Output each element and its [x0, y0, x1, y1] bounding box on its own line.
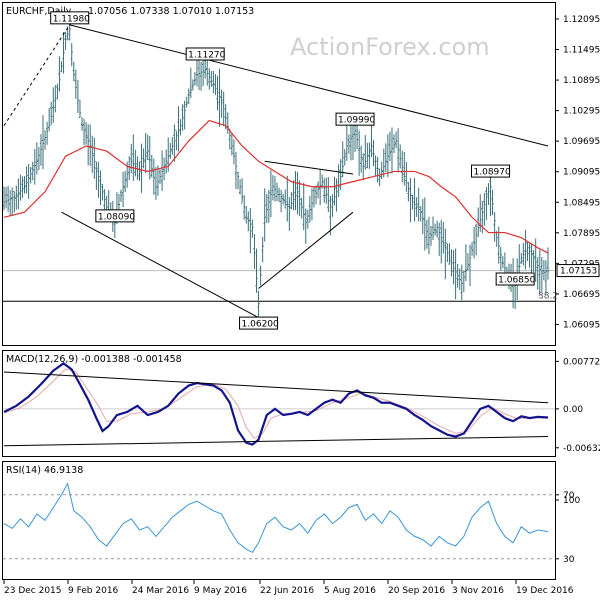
macd-title: MACD(12,26,9) -0.001388 -0.001458: [6, 354, 182, 365]
last-price-box: [556, 264, 600, 278]
annotation-label: 1.11270: [188, 50, 225, 60]
annotation-box: [495, 272, 535, 286]
trendline: [61, 211, 272, 325]
price-y-tick-label: 1.11495: [563, 46, 600, 56]
price-y-tick-label: 1.09095: [563, 168, 600, 178]
trendline: [264, 160, 354, 175]
trendline: [69, 24, 549, 147]
annotation-label: 1.08970: [474, 168, 511, 178]
annotation-label: 1.08090: [98, 212, 135, 222]
x-axis-label: 9 May 2016: [194, 586, 247, 596]
annotation-label: 1.11980: [53, 14, 90, 24]
annotation-box: [95, 209, 135, 223]
annotation-label: 1.06850: [498, 276, 535, 286]
x-axis-label: 5 Aug 2016: [324, 586, 376, 596]
x-axis-label: 20 Sep 2016: [388, 586, 445, 596]
chart-ohlc: 1.07056 1.07338 1.07010 1.07153: [88, 6, 254, 17]
annotation-label: 1.09990: [338, 116, 375, 126]
annotation-box: [239, 316, 279, 330]
macd-panel: [2, 350, 556, 457]
annotation-box: [335, 112, 375, 126]
macd-y-tick-label: 0.007726: [563, 357, 600, 367]
macd-line: [3, 362, 549, 446]
x-axis-label: 24 Mar 2016: [132, 586, 189, 596]
trendlines: [3, 24, 549, 325]
price-y-tick-label: 1.09695: [563, 137, 600, 147]
x-axis-labels: 23 Dec 2015 9 Feb 2016 24 Mar 2016 9 May 20…: [3, 580, 574, 596]
trendline: [258, 211, 354, 289]
macd-signal-line: [3, 368, 549, 440]
rsi-title: RSI(14) 46.9138: [6, 465, 83, 476]
last-price-label: 1.07153: [560, 267, 597, 277]
chart-symbol: EURCHF,Daily: [6, 6, 72, 17]
price-y-tick-label: 1.12095: [563, 15, 600, 25]
annotation-label: 1.06200: [242, 320, 279, 330]
watermark: ActionForex.com: [290, 33, 490, 61]
price-y-tick-label: 1.07895: [563, 229, 600, 239]
rsi-panel: [2, 461, 556, 580]
x-axis-label: 22 Jun 2016: [260, 586, 314, 596]
macd-y-tick-label: -0.006327: [563, 444, 600, 454]
x-axis-label: 19 Dec 2016: [516, 586, 574, 596]
trendline: [3, 24, 71, 126]
annotation-box: [50, 11, 90, 25]
price-y-tick-label: 1.10295: [563, 107, 600, 117]
annotation-box: [185, 47, 225, 61]
macd-trendline: [3, 371, 549, 404]
fib-label: 38.2: [538, 291, 558, 301]
price-y-tick-label: 1.08495: [563, 198, 600, 208]
moving-average-line: [3, 119, 549, 254]
price-annotations: 1.11980 1.11270 1.08090 1.06200 1.09990 1.089…: [50, 11, 536, 330]
macd-content: 0.007726 0.00 -0.006327: [3, 357, 600, 454]
price-y-tick-label: 1.06095: [563, 320, 600, 330]
x-axis-label: 3 Nov 2016: [452, 586, 504, 596]
rsi-y-tick-label: 100: [563, 496, 580, 506]
rsi-y-tick-label: 30: [563, 555, 575, 565]
x-axis-label: 23 Dec 2015: [4, 586, 62, 596]
price-y-tick-label: 1.06695: [563, 290, 600, 300]
rsi-y-tick-label: 70: [563, 491, 575, 501]
x-axis-label: 9 Feb 2016: [68, 586, 119, 596]
price-y-tick-label: 1.10895: [563, 76, 600, 86]
rsi-line: [3, 482, 549, 554]
price-bars: [2, 17, 550, 320]
annotation-box: [471, 164, 511, 178]
macd-trendline: [3, 436, 549, 447]
moving-average: [3, 119, 549, 254]
price-y-axis: 1.12095 1.11495 1.10895 1.10295 1.09695 1.090…: [3, 15, 600, 330]
macd-y-tick-label: 0.00: [563, 405, 583, 415]
